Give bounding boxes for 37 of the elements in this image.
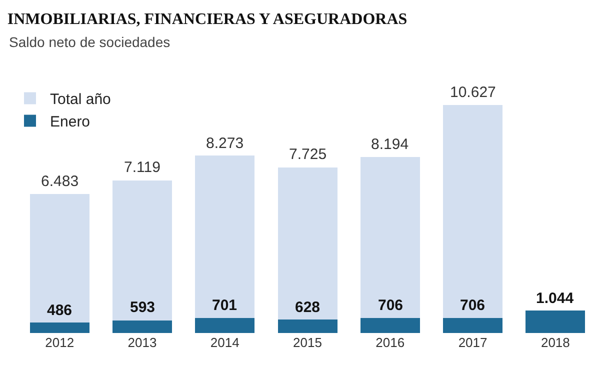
total-label: 10.627 — [450, 84, 496, 101]
total-label: 7.119 — [124, 159, 160, 176]
chart-title: INMOBILIARIAS, FINANCIERAS Y ASEGURADORAS — [7, 10, 408, 28]
data-label: 593 — [130, 299, 156, 316]
bar — [526, 310, 586, 333]
data-label: 701 — [212, 297, 238, 314]
bar — [443, 318, 503, 333]
x-tick-label: 2018 — [540, 335, 570, 350]
legend-label: Enero — [50, 114, 90, 131]
bar — [443, 105, 503, 318]
data-label: 1.044 — [536, 290, 574, 307]
x-tick-label: 2016 — [376, 335, 405, 350]
bar — [30, 194, 90, 323]
bar — [360, 318, 420, 333]
x-tick-label: 2015 — [293, 335, 322, 350]
data-label: 706 — [460, 297, 486, 314]
bar — [30, 322, 90, 333]
bar — [112, 320, 172, 333]
x-tick-label: 2017 — [458, 335, 488, 350]
total-label: 8.273 — [206, 135, 244, 152]
x-tick-label: 2013 — [128, 335, 157, 350]
bar — [112, 180, 172, 320]
data-label: 486 — [47, 302, 72, 319]
data-label: 706 — [378, 297, 404, 314]
chart-subtitle: Saldo neto de sociedades — [9, 34, 170, 50]
x-tick-label: 2014 — [210, 335, 240, 350]
bar — [278, 320, 338, 333]
total-label: 7.725 — [289, 146, 327, 163]
total-label: 8.194 — [371, 136, 409, 153]
bar — [360, 157, 420, 318]
bar — [195, 318, 255, 333]
total-label: 6.483 — [41, 173, 79, 190]
data-label: 628 — [295, 299, 320, 316]
bar — [278, 167, 338, 320]
bar — [195, 156, 255, 318]
legend-label: Total año — [50, 91, 111, 108]
x-tick-label: 2012 — [45, 335, 74, 350]
